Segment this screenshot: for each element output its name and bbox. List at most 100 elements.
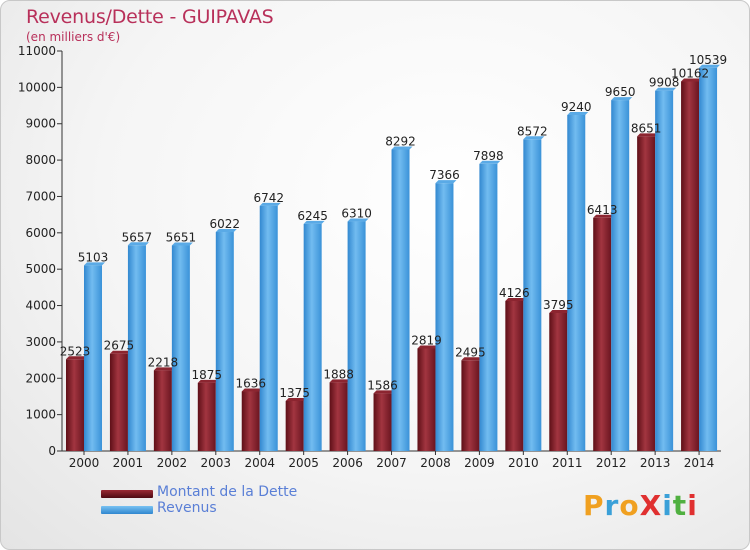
bar-debt	[109, 353, 128, 451]
bar-revenue-top	[523, 136, 545, 140]
x-tick-label: 2007	[376, 456, 407, 470]
proxiti-logo: ProXiti	[583, 489, 698, 522]
value-label-revenue: 8572	[517, 124, 548, 138]
bar-debt-top	[549, 310, 571, 313]
bar-revenue-top	[655, 87, 677, 91]
bar-debt	[637, 136, 656, 451]
bar-debt	[285, 401, 304, 451]
y-tick-label: 4000	[25, 299, 56, 313]
value-label-debt: 1875	[192, 368, 223, 382]
bar-debt-top	[637, 133, 659, 137]
value-label-debt: 10162	[671, 66, 709, 80]
bar-revenue	[479, 163, 498, 452]
logo-letter: i	[662, 489, 673, 522]
value-label-revenue: 7366	[429, 168, 460, 182]
logo-letter: P	[583, 489, 605, 522]
x-tick-label: 2002	[157, 456, 188, 470]
y-tick-label: 9000	[25, 117, 56, 131]
x-tick-label: 2000	[69, 456, 100, 470]
value-label-debt: 4126	[499, 286, 530, 300]
bar-debt	[153, 370, 172, 451]
bar-debt-top	[66, 356, 87, 360]
value-label-revenue: 9908	[649, 76, 680, 90]
value-label-debt: 2523	[60, 344, 91, 358]
bar-revenue	[303, 223, 322, 451]
y-tick-label: 0	[48, 444, 56, 458]
bar-debt-top	[197, 379, 219, 383]
value-label-debt: 6413	[587, 203, 618, 217]
bar-revenue-top	[84, 262, 105, 266]
logo-letter: o	[619, 489, 640, 522]
legend-label-revenue: Revenus	[157, 500, 217, 516]
x-tick-label: 2010	[508, 456, 539, 470]
legend-swatch-revenue	[101, 506, 153, 514]
bar-revenue-top	[127, 242, 149, 246]
bar-debt-top	[329, 379, 351, 383]
bar-debt-top	[417, 345, 439, 349]
bar-debt-top	[505, 297, 527, 301]
x-tick-label: 2014	[684, 456, 715, 470]
bar-debt-top	[373, 390, 395, 394]
bar-revenue	[699, 67, 718, 451]
logo-letter: i	[687, 489, 698, 522]
legend-swatch-debt	[101, 490, 153, 498]
bar-debt	[197, 382, 216, 451]
bar-debt-top	[241, 388, 263, 392]
bar-revenue	[347, 221, 366, 451]
value-label-debt: 2675	[104, 339, 135, 353]
x-tick-label: 2005	[288, 456, 319, 470]
bar-revenue-top	[391, 146, 413, 150]
bar-debt-top	[109, 350, 131, 354]
y-tick-label: 10000	[18, 80, 56, 94]
logo-letter: t	[672, 489, 688, 522]
bar-revenue-top	[479, 160, 501, 164]
y-tick-label: 3000	[25, 335, 56, 349]
bar-revenue-top	[215, 229, 237, 233]
x-tick-label: 2011	[552, 456, 583, 470]
bar-revenue-top	[435, 180, 457, 184]
x-tick-label: 2001	[113, 456, 144, 470]
bar-debt-top	[593, 214, 615, 218]
y-tick-label: 11000	[18, 44, 56, 58]
x-tick-label: 2006	[332, 456, 363, 470]
value-label-debt: 8651	[631, 121, 662, 135]
chart-title: Revenus/Dette - GUIPAVAS	[26, 6, 274, 28]
legend-label-debt: Montant de la Dette	[157, 484, 298, 500]
y-tick-label: 7000	[25, 189, 56, 203]
bar-revenue-top	[611, 97, 633, 101]
bar-debt-top	[153, 367, 175, 371]
bar-revenue	[567, 115, 586, 451]
bar-debt	[66, 359, 84, 451]
y-tick-label: 5000	[25, 262, 56, 276]
y-tick-label: 6000	[25, 226, 56, 240]
bar-revenue-top	[171, 242, 193, 246]
bar-revenue-top	[347, 218, 369, 222]
value-label-revenue: 5651	[166, 231, 197, 245]
logo-letter: X	[639, 489, 663, 522]
y-tick-label: 2000	[25, 371, 56, 385]
logo-letter: r	[604, 489, 620, 522]
value-label-debt: 1586	[367, 378, 398, 392]
bar-revenue	[655, 90, 674, 451]
x-tick-label: 2004	[244, 456, 275, 470]
value-label-revenue: 6310	[341, 207, 372, 221]
bar-debt	[241, 391, 260, 451]
value-label-debt: 2218	[148, 355, 179, 369]
value-label-debt: 2819	[411, 333, 442, 347]
bar-debt	[417, 348, 436, 451]
value-label-debt: 1888	[323, 367, 354, 381]
bar-revenue	[391, 149, 410, 452]
y-tick-label: 8000	[25, 153, 56, 167]
value-label-revenue: 9650	[605, 85, 636, 99]
bar-debt	[461, 360, 480, 451]
bar-revenue-top	[259, 202, 281, 206]
value-label-revenue: 9240	[561, 100, 592, 114]
bar-revenue-top	[567, 112, 589, 115]
bar-revenue	[611, 100, 630, 451]
x-tick-label: 2003	[201, 456, 232, 470]
x-tick-label: 2013	[640, 456, 671, 470]
value-label-revenue: 7898	[473, 149, 504, 163]
bar-debt-top	[681, 78, 703, 82]
bar-revenue	[215, 232, 234, 451]
